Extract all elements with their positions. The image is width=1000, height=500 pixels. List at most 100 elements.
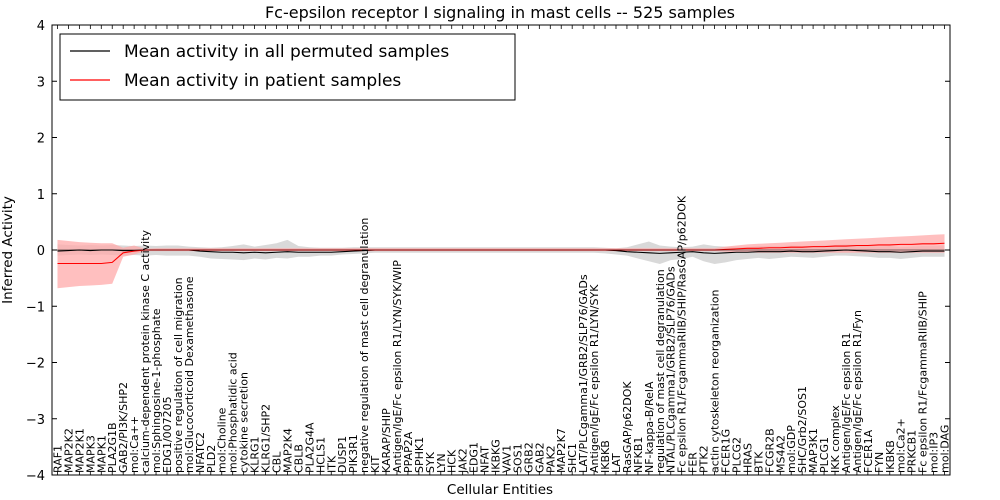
category-label: Fc epsilon R1/FcgammaRIIB/SHIP [917,291,930,473]
y-tick-label: 3 [37,75,45,90]
category-label: PLA2G4A [303,422,316,473]
y-tick-label: 0 [37,244,45,259]
category-label: Antigen/IgE/Fc epsilon R1/LYN/SYK/WIP [391,260,404,473]
legend-label-permuted: Mean activity in all permuted samples [124,42,449,62]
category-label: SPHK1 [413,437,426,473]
category-label: LYN [435,453,448,473]
category-label: actin cytoskeleton reorganization [709,289,722,473]
category-label: GAB2 [533,442,546,473]
category-label: PLD2 [205,445,218,473]
chart-title: Fc-epsilon receptor I signaling in mast … [265,3,735,22]
category-label: HCK [446,449,459,473]
category-label: FER [687,452,700,473]
category-label: FCGR2B [763,428,776,473]
category-label: KLRG1 [249,436,262,473]
category-label: RAF1 [51,445,64,473]
category-label: mol:Choline [216,407,229,473]
patient-std-band [57,234,945,289]
y-axis-label: Inferred Activity [0,196,16,304]
category-label: LAT/PLCgamma1/GRB2/SLP76/GADs [577,274,590,473]
x-axis-ticks [57,25,945,475]
category-label: RasGAP/p62DOK [621,381,634,473]
y-tick-label: 4 [37,19,45,34]
category-label: PIK3R1 [347,434,360,473]
category-label: PRKCB1 [906,430,919,473]
category-label: MS4A2 [774,435,787,473]
category-label: FYN [873,452,886,473]
category-label: MAPK1 [95,435,108,473]
category-label: KARAP/SHIP [380,408,393,473]
category-label: mol:IP3 [928,432,941,473]
y-tick-label: −1 [26,300,45,315]
category-label: negative regulation of mast cell degranu… [358,218,371,473]
bands-group [57,234,945,289]
category-label: Fc epsilon R1/FcgammaRIIB/SHIP/RasGAP/p6… [676,195,689,473]
category-label: PLCG2 [730,437,743,473]
category-label: MAP2K7 [555,428,568,473]
category-label: mol:GDP [785,425,798,473]
category-label: NFAT [479,446,492,473]
category-label: regulation of mast cell degranulation [654,269,667,473]
category-label: SYK [424,451,437,473]
category-label: EDG1 [468,442,481,473]
category-label: DUSP1 [336,436,349,473]
category-label: HCLS1 [314,437,327,473]
legend: Mean activity in all permuted samples Me… [59,33,516,101]
category-label: ITK [325,455,338,473]
category-label: Antigen/IgE/Fc epsilon R1 [840,333,853,473]
category-label: GRB2 [522,442,535,473]
category-label: MAP3K1 [807,428,820,473]
category-label: FCER1A [862,429,875,473]
category-label: calcium-dependent protein kinase C activ… [139,229,152,473]
legend-label-patient: Mean activity in patient samples [124,71,401,91]
category-label: KLRG1/SHP2 [260,404,273,473]
y-tick-label: −4 [26,469,45,484]
y-axis: −4 −3 −2 −1 0 1 2 3 4 [26,19,950,484]
category-label: SOS1 [511,443,524,473]
category-label: IKK complex [829,405,842,473]
y-tick-label: 2 [37,132,45,147]
category-label: IKBKB [884,440,897,473]
category-label: mol:Ca++ [128,416,141,473]
category-label: VAV1 [500,445,513,473]
category-label: Antigen/IgE/Fc epsilon R1/LYN/SYK [588,284,601,473]
legend-box [59,33,516,101]
category-labels: RAF1MAP2K2MAP2K1MAPK3MAPK1PLA2G1BGAB2/PI… [51,195,951,474]
category-label: MAPK3 [84,435,97,473]
category-label: GAB2/PI3K/SHP2 [117,382,130,473]
category-label: IKBKG [490,439,503,473]
category-label: Antigen/IgE/Fc epsilon R1/Fyn [851,310,864,473]
category-label: NF-kappa-B/RelA [643,381,656,473]
category-label: BTK [752,451,765,473]
y-tick-label: −3 [26,413,45,428]
category-label: NTAL/PLCgamma1/GRB2/SLP76/GADs [665,266,678,473]
category-label: CBL [271,451,284,473]
category-label: JAK2 [457,448,470,474]
category-label: PAK2 [544,445,557,473]
category-label: mol:Sphingosine-1-phosphate [150,308,163,473]
category-label: MAP2K2 [62,428,75,473]
category-label: mol:Glucocorticoid Dexamethasone [183,276,196,473]
category-label: mol:Ca2+ [895,418,908,473]
category-label: CBLB [292,444,305,473]
category-label: PPAP2A [402,431,415,473]
category-label: PLA2G1B [106,422,119,473]
category-label: SHC1 [566,443,579,473]
category-label: MAP2K4 [281,428,294,473]
category-label: KIT [369,456,382,473]
category-label: PTK2 [698,445,711,473]
category-label: MAP2K1 [73,428,86,473]
permuted-std-band [57,239,945,265]
category-label: mol:Phosphatidic acid [227,352,240,473]
category-label: positive regulation of cell migration [172,277,185,473]
category-label: NFATC2 [194,432,207,473]
category-label: LAT [610,453,623,473]
y-tick-label: −2 [26,357,45,372]
category-label: EDG1/007205 [161,396,174,473]
category-label: mol:DAG [939,425,952,473]
category-label: NFKB1 [632,437,645,473]
lines-group [52,242,950,265]
category-label: cytokine secretion [238,372,251,473]
category-label: FCER1G [720,429,733,473]
